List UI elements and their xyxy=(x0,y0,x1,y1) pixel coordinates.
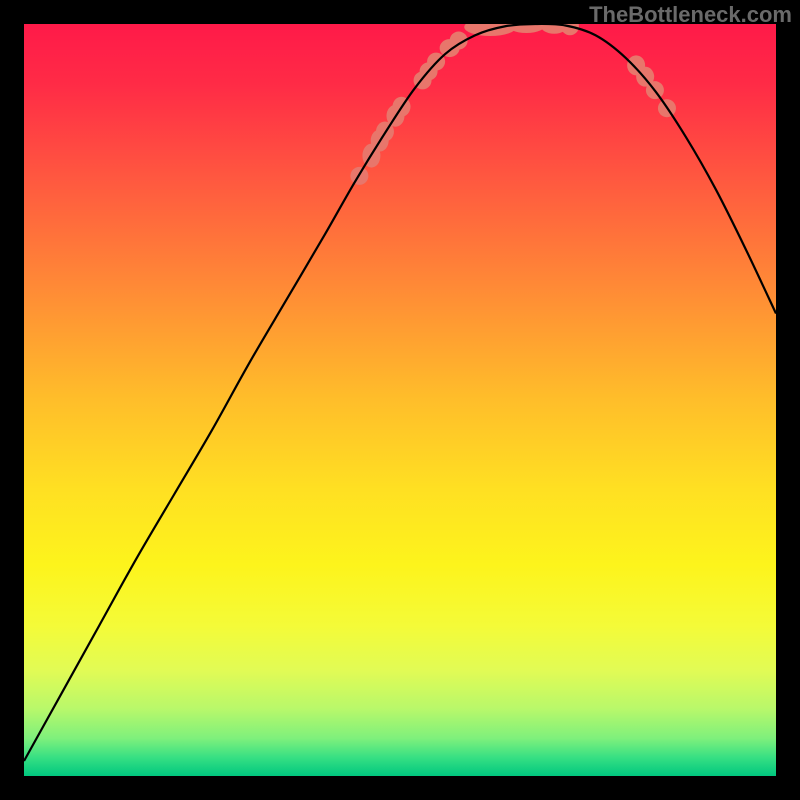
bottleneck-curve xyxy=(24,24,776,761)
watermark-text: TheBottleneck.com xyxy=(589,2,792,28)
chart-container: TheBottleneck.com xyxy=(0,0,800,800)
curve-layer xyxy=(24,24,776,776)
marker-group xyxy=(350,24,676,185)
plot-area xyxy=(24,24,776,776)
